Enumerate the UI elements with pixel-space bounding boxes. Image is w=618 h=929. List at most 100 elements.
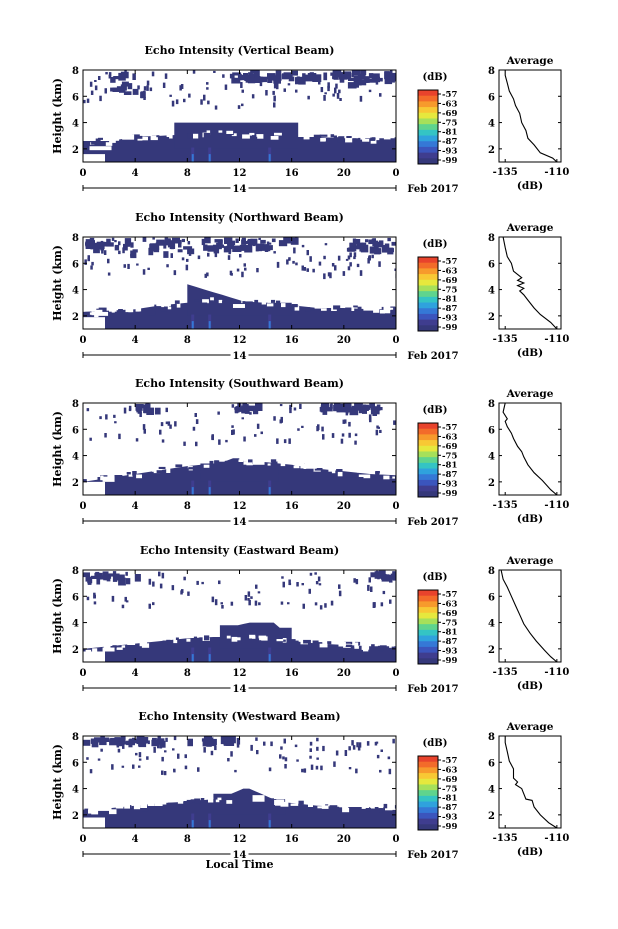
colorbar-swatch bbox=[418, 795, 438, 803]
echo-speck bbox=[107, 258, 110, 264]
heatmap-area bbox=[83, 70, 396, 162]
average-title: Average bbox=[506, 721, 554, 733]
colorbar-swatch bbox=[418, 624, 438, 631]
upper-echo-cell bbox=[378, 240, 384, 248]
echo-speck bbox=[183, 576, 186, 581]
echo-speck bbox=[147, 740, 150, 745]
echo-speck bbox=[289, 407, 292, 414]
echo-speck bbox=[309, 572, 313, 576]
echo-speck bbox=[329, 272, 332, 279]
x-tick-label: 4 bbox=[132, 168, 139, 179]
echo-speck bbox=[224, 84, 228, 90]
upper-echo-cell bbox=[354, 403, 363, 411]
echo-edge-cell bbox=[329, 805, 338, 810]
echo-speck bbox=[314, 602, 318, 606]
colorbar-tick-label: -63 bbox=[442, 599, 457, 609]
echo-edge-cell bbox=[160, 306, 168, 312]
echo-speck bbox=[187, 241, 191, 245]
echo-speck bbox=[83, 99, 86, 104]
echo-speck bbox=[117, 748, 121, 753]
echo-speck bbox=[167, 421, 171, 426]
upper-echo-cell bbox=[118, 574, 125, 581]
day-label-bg bbox=[230, 348, 249, 360]
y-tick-label: 6 bbox=[72, 92, 79, 103]
x-tick-label: 0 bbox=[80, 501, 87, 512]
colorbar-swatch bbox=[418, 801, 438, 808]
echo-edge-cell bbox=[156, 470, 164, 474]
x-tick-label: 8 bbox=[184, 834, 191, 845]
echo-speck bbox=[388, 768, 392, 775]
echo-speck bbox=[256, 268, 259, 273]
echo-speck bbox=[248, 599, 251, 606]
day-label: 14 bbox=[233, 351, 247, 362]
colorbar-swatch bbox=[418, 807, 438, 814]
echo-speck bbox=[360, 245, 364, 250]
echo-speck bbox=[273, 416, 276, 421]
echo-edge-cell bbox=[342, 807, 350, 813]
echo-edge-cell bbox=[156, 304, 164, 308]
colorbar-swatch bbox=[418, 761, 438, 768]
upper-echo-cell bbox=[347, 82, 357, 89]
echo-speck bbox=[159, 742, 163, 749]
echo-speck bbox=[135, 438, 139, 442]
echo-speck bbox=[239, 254, 242, 258]
echo-speck bbox=[316, 746, 319, 751]
echo-edge-cell bbox=[259, 800, 267, 805]
echo-edge-cell bbox=[270, 798, 274, 801]
upper-echo-cell bbox=[255, 403, 263, 411]
echo-speck bbox=[380, 602, 384, 607]
echo-speck bbox=[307, 95, 310, 100]
heatmap-area bbox=[83, 736, 396, 828]
echo-speck bbox=[86, 757, 89, 760]
echo-speck bbox=[299, 403, 302, 409]
average-y-tick-label: 8 bbox=[488, 566, 495, 577]
colorbar-swatch bbox=[418, 767, 438, 774]
echo-edge-cell bbox=[298, 800, 304, 805]
upper-echo-cell bbox=[93, 245, 100, 254]
y-axis-label: Height (km) bbox=[51, 411, 64, 487]
echo-speck bbox=[246, 404, 249, 407]
average-frame bbox=[498, 69, 562, 163]
echo-edge-cell bbox=[353, 305, 358, 308]
echo-speck bbox=[368, 89, 372, 93]
echo-speck bbox=[210, 750, 214, 756]
echo-speck bbox=[99, 95, 102, 102]
upper-echo-cell bbox=[106, 238, 111, 246]
echo-speck bbox=[342, 271, 346, 276]
echo-gap bbox=[83, 317, 105, 329]
echo-speck bbox=[347, 266, 351, 271]
colorbar-frame bbox=[417, 89, 439, 165]
upper-echo-cell bbox=[389, 72, 396, 77]
echo-speck bbox=[97, 758, 101, 761]
upper-echo-cell bbox=[130, 242, 134, 248]
echo-speck bbox=[331, 263, 335, 267]
echo-speck bbox=[283, 738, 286, 744]
echo-speck bbox=[309, 256, 312, 262]
echo-edge-cell bbox=[92, 648, 98, 652]
echo-edge-cell bbox=[243, 457, 247, 462]
echo-speck bbox=[348, 421, 351, 427]
colorbar-swatch bbox=[418, 652, 438, 659]
upper-echo-cell bbox=[203, 736, 209, 741]
echo-speck bbox=[197, 767, 200, 772]
echo-speck bbox=[123, 407, 127, 414]
echo-edge-cell bbox=[109, 138, 116, 143]
upper-echo-cell bbox=[255, 243, 259, 252]
echo-edge-cell bbox=[267, 463, 271, 466]
echo-speck bbox=[322, 745, 325, 752]
x-tick-label: 12 bbox=[233, 668, 247, 679]
colorbar-swatch bbox=[418, 479, 438, 487]
upper-echo-cell bbox=[360, 79, 367, 86]
echo-edge-cell bbox=[270, 459, 277, 463]
upper-echo-cell bbox=[159, 741, 166, 748]
echo-edge-cell bbox=[294, 306, 300, 311]
upper-echo-cell bbox=[362, 405, 369, 409]
echo-speck bbox=[161, 439, 165, 443]
cloud-echo bbox=[187, 284, 292, 316]
echo-edge-cell bbox=[383, 475, 390, 480]
echo-edge-cell bbox=[303, 639, 311, 644]
strong-echo-core bbox=[191, 487, 194, 495]
colorbar-unit: (dB) bbox=[423, 239, 448, 250]
echo-edge-cell bbox=[319, 134, 328, 137]
echo-speck bbox=[125, 600, 129, 603]
